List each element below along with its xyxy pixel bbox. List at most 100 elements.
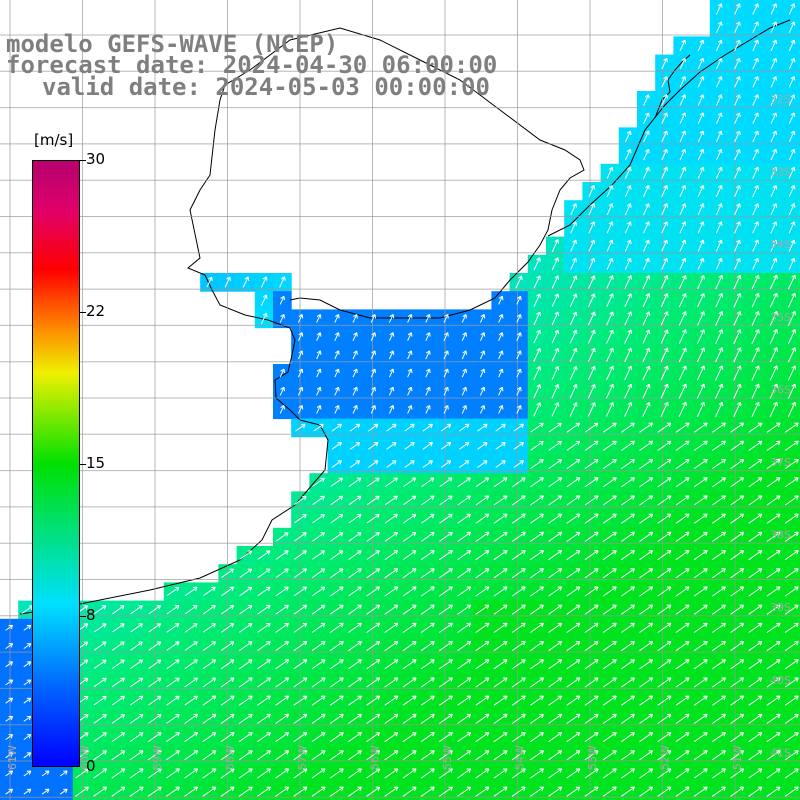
wind-arrow [202,750,217,761]
wind-arrow [439,786,453,797]
wind-arrow [257,732,271,743]
wind-arrow [661,57,668,70]
wind-arrow [457,713,472,724]
wind-arrow [548,622,563,633]
wind-arrow [584,477,599,488]
wind-arrow [493,568,508,579]
wind-arrow [766,477,781,488]
wind-arrow [566,641,581,652]
wind-arrow [693,713,708,724]
wind-arrow [202,659,217,670]
wind-arrow [493,495,508,506]
wind-arrow [422,442,433,450]
wind-arrow [679,239,687,252]
wind-arrow [348,768,362,779]
wind-arrow [770,166,778,179]
wind-arrow [602,586,617,597]
wind-arrow [548,713,563,724]
wind-arrow [766,750,781,761]
wind-arrow [693,422,708,433]
longitude-label: 54W [514,745,527,770]
wind-arrow [566,604,581,615]
wind-arrow [313,423,324,432]
wind-arrow [679,184,687,198]
wind-arrow [221,568,234,578]
wind-arrow [260,294,268,306]
wind-arrow [657,659,672,670]
wind-arrow [584,568,599,579]
wind-arrow [402,677,417,688]
wind-arrow [675,604,690,615]
wind-arrow [769,347,778,363]
wind-arrow [770,21,778,33]
wind-arrow [712,459,726,470]
wind-arrow [675,586,690,597]
wind-arrow [23,752,32,759]
wind-arrow [715,221,723,234]
wind-arrow [257,750,271,761]
wind-arrow [457,641,472,652]
wind-arrow [551,311,560,326]
wind-arrow [516,295,522,305]
wind-arrow [440,442,452,450]
wind-arrow [730,531,745,542]
wind-arrow [752,239,759,252]
wind-arrow [624,148,632,161]
wind-arrow [784,750,799,761]
wind-arrow [621,604,635,615]
wind-arrow [679,221,687,234]
wind-arrow [293,713,308,724]
wind-arrow [693,622,708,633]
wind-arrow [352,332,358,342]
longitude-label: 60W [79,745,92,770]
wind-arrow [660,383,669,399]
latitude-label: 39S [770,601,791,614]
wind-arrow [657,531,672,542]
wind-arrow [238,677,253,688]
wind-arrow [748,531,763,542]
wind-arrow [748,713,763,724]
wind-arrow [712,641,726,652]
wind-arrow [475,531,490,542]
wind-arrow [730,695,745,706]
wind-arrow [311,677,326,688]
wind-arrow [657,713,672,724]
wind-arrow [678,329,687,344]
wind-arrow [766,695,781,706]
wind-arrow [784,695,799,706]
wind-arrow [606,329,614,344]
wind-arrow [752,112,759,124]
wind-arrow [457,786,472,797]
wind-arrow [311,695,326,706]
wind-arrow [679,57,687,70]
wind-arrow [788,39,796,52]
wind-arrow [787,328,797,345]
wind-arrow [661,94,668,106]
wind-arrow [257,586,271,597]
wind-arrow [439,586,453,597]
wind-arrow [643,130,650,143]
wind-arrow [329,732,344,743]
wind-arrow [311,641,326,652]
wind-arrow [548,586,563,597]
wind-arrow [566,477,581,488]
wind-arrow [639,786,654,797]
wind-arrow [624,257,632,270]
wind-arrow [566,732,581,743]
wind-arrow [639,568,654,579]
wind-arrow [733,383,742,399]
wind-arrow [475,477,490,488]
wind-arrow [566,768,581,779]
wind-arrow [734,76,741,88]
wind-arrow [551,384,560,399]
wind-arrow [679,112,687,124]
wind-arrow [493,695,508,706]
wind-arrow [384,604,399,615]
wind-arrow [624,203,632,216]
wind-arrow [588,293,596,308]
wind-arrow [551,275,559,289]
wind-arrow [388,386,395,396]
wind-arrow [751,292,760,308]
wind-arrow [770,112,778,124]
wind-arrow [675,477,690,488]
